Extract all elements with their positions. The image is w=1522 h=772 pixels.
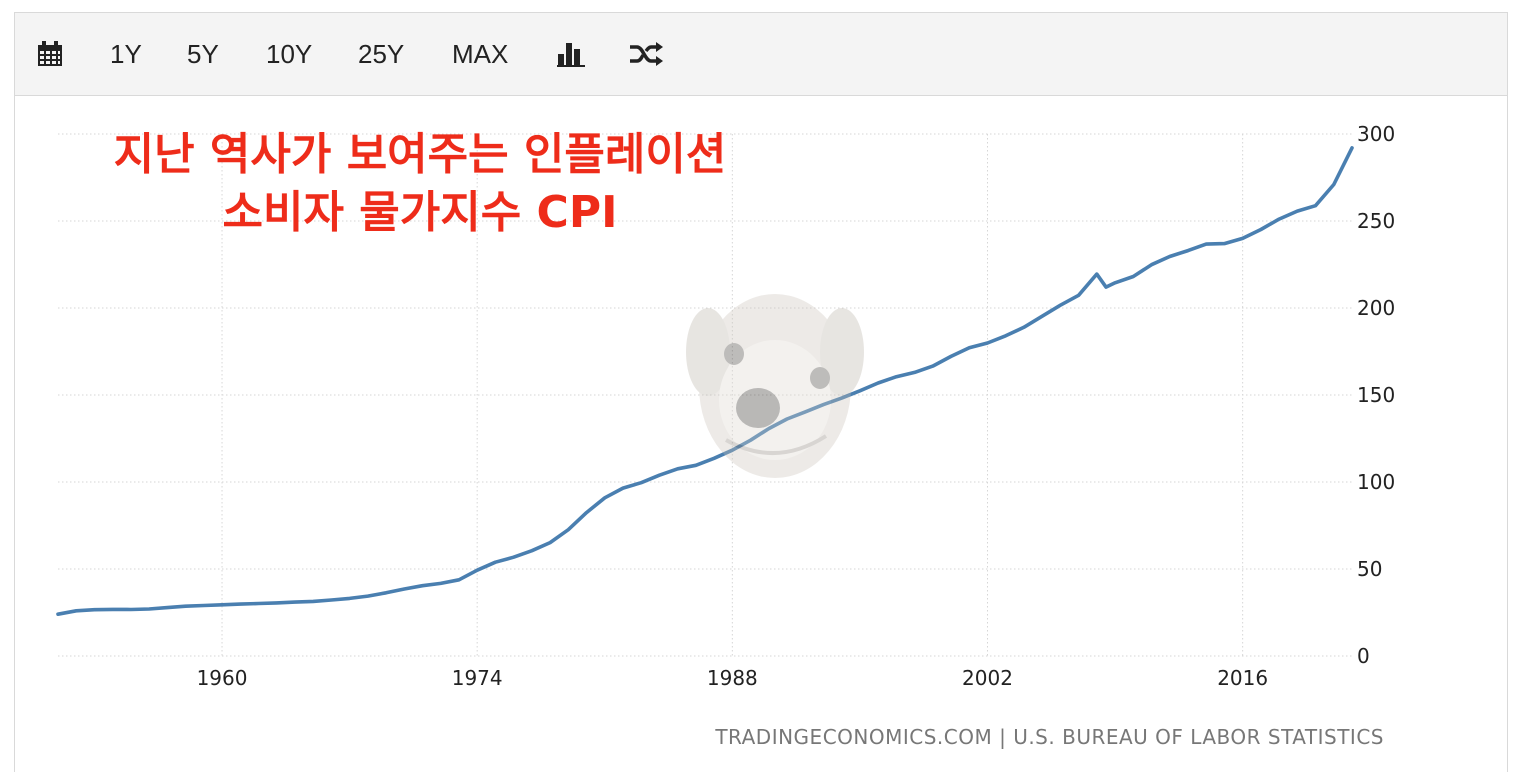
x-tick-label: 1960 [197, 666, 248, 690]
chart-toolbar: 1Y 5Y 10Y 25Y MAX [15, 13, 1507, 96]
y-tick-label: 200 [1357, 296, 1395, 320]
calendar-button[interactable] [37, 13, 63, 95]
chart-grid [58, 133, 1352, 657]
y-tick-label: 0 [1357, 644, 1370, 668]
x-tick-label: 2016 [1217, 666, 1268, 690]
x-tick-label: 2002 [962, 666, 1013, 690]
overlay-title: 지난 역사가 보여주는 인플레이션 소비자 물가지수 CPI [40, 126, 800, 242]
y-tick-label: 300 [1357, 122, 1395, 146]
y-tick-label: 50 [1357, 557, 1382, 581]
compare-button[interactable] [629, 13, 663, 95]
shuffle-icon [630, 42, 663, 66]
x-tick-label: 1974 [452, 666, 503, 690]
axis-ticks: 0 50 100 150 200 250 300 1960 1974 1988 2002 2016 [197, 122, 1396, 690]
y-tick-label: 250 [1357, 209, 1395, 233]
source-attribution: TRADINGECONOMICS.COM | U.S. BUREAU OF LA… [715, 725, 1384, 749]
overlay-title-line1: 지난 역사가 보여주는 인플레이션 [113, 129, 727, 180]
chart-frame [14, 12, 1508, 772]
chart-type-button[interactable] [557, 13, 585, 95]
calendar-icon [38, 41, 62, 66]
y-tick-label: 100 [1357, 470, 1395, 494]
bar-chart-icon [557, 43, 585, 67]
range-1y-button[interactable]: 1Y [110, 38, 142, 69]
x-tick-label: 1988 [707, 666, 758, 690]
cpi-series-line [56, 146, 1354, 616]
overlay-title-line2: 소비자 물가지수 CPI [222, 187, 618, 238]
range-25y-button[interactable]: 25Y [358, 38, 405, 69]
range-5y-button[interactable]: 5Y [187, 38, 219, 69]
range-10y-button[interactable]: 10Y [266, 38, 313, 69]
y-tick-label: 150 [1357, 383, 1395, 407]
range-max-button[interactable]: MAX [452, 38, 509, 69]
